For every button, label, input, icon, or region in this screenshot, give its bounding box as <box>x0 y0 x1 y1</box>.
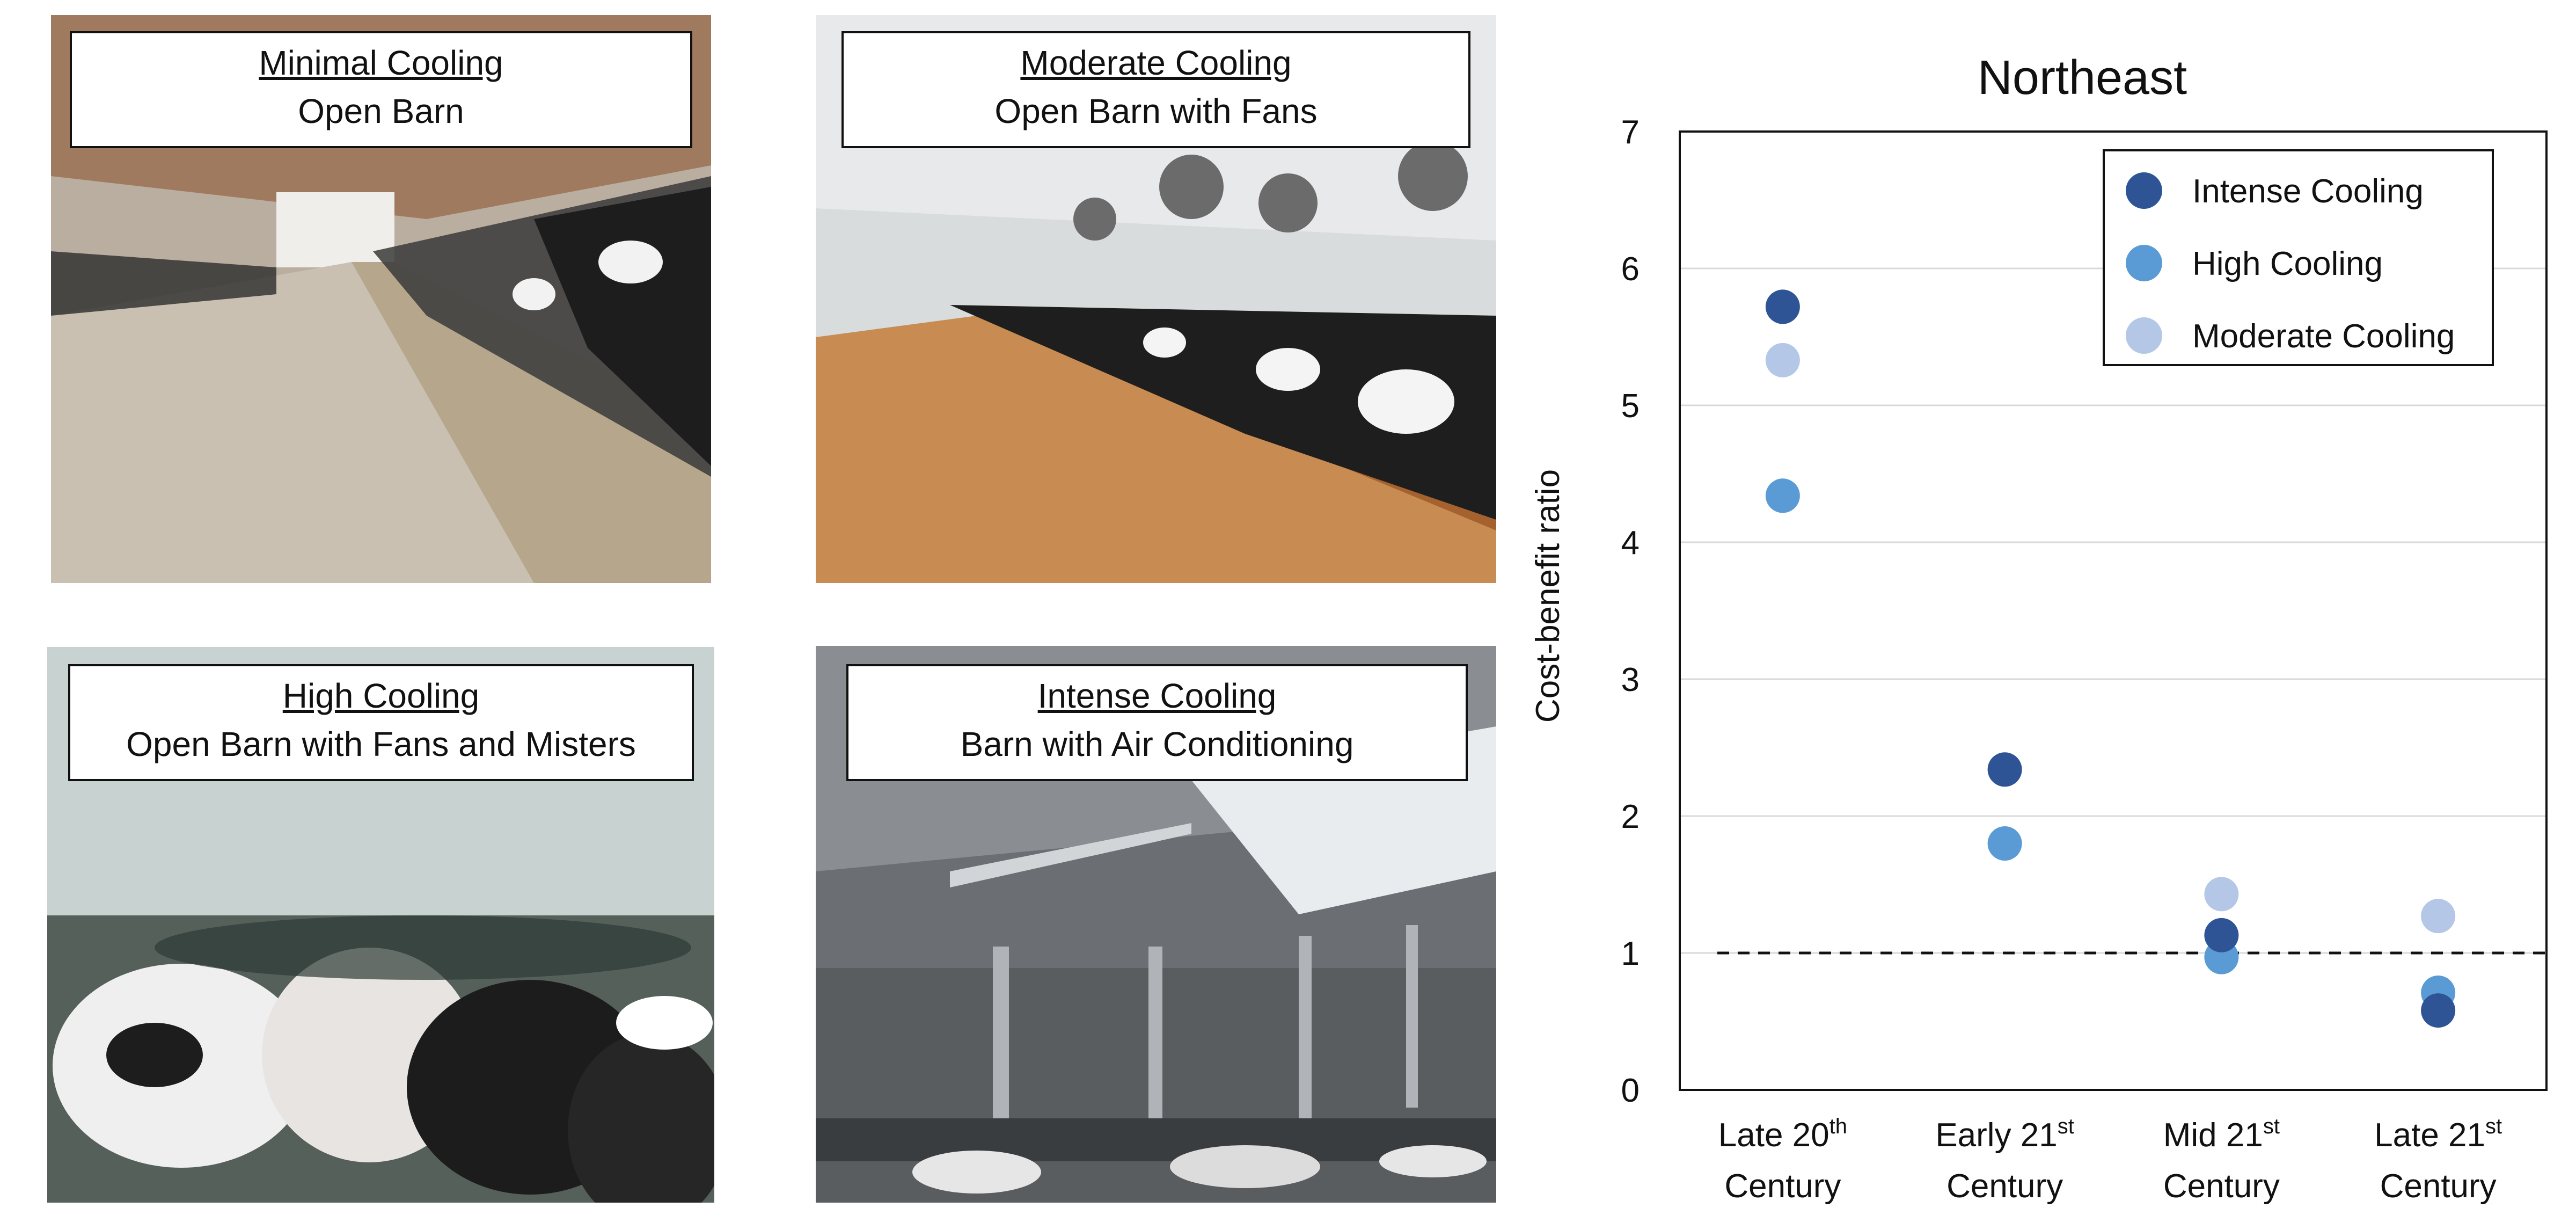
chart-canvas: Northeast Cost-benefit ratio 0 1 2 3 4 5 6 7 La… <box>1529 51 2548 1205</box>
x-tick-label-superscript: st <box>2263 1115 2280 1138</box>
x-tick-label-line2: Century <box>2163 1168 2280 1205</box>
data-point <box>1987 752 2022 787</box>
legend: Intense Cooling High Cooling Moderate Cool… <box>2103 149 2494 366</box>
caption-high-cooling: High Cooling Open Barn with Fans and Mis… <box>68 664 694 781</box>
cost-benefit-chart: Northeast Cost-benefit ratio 0 1 2 3 4 5 6 7 La… <box>1492 38 2576 1208</box>
y-tick-labels: 0 1 2 3 4 5 6 7 <box>1621 114 1640 1109</box>
x-tick-label-main: Early 21 <box>1935 1117 2057 1154</box>
chart-title: Northeast <box>1978 51 2187 105</box>
data-point <box>1987 826 2022 861</box>
x-tick-label-line2: Century <box>2380 1168 2497 1205</box>
caption-title: Moderate Cooling <box>1020 43 1292 82</box>
y-tick-label: 3 <box>1621 661 1640 698</box>
y-axis-label: Cost-benefit ratio <box>1529 469 1567 723</box>
caption-subtitle: Open Barn with Fans <box>994 92 1318 130</box>
caption-title: Intense Cooling <box>1037 676 1277 715</box>
x-tick-label: Mid 21st <box>2163 1115 2280 1154</box>
y-tick-label: 7 <box>1621 114 1640 151</box>
y-tick-label: 0 <box>1621 1072 1640 1109</box>
y-tick-label: 5 <box>1621 388 1640 425</box>
x-tick-label-superscript: th <box>1829 1115 1847 1138</box>
x-tick-label-main: Mid 21 <box>2163 1117 2263 1154</box>
caption-minimal-cooling: Minimal Cooling Open Barn <box>70 31 692 148</box>
legend-label: Moderate Cooling <box>2192 318 2455 355</box>
data-point <box>2421 899 2456 934</box>
x-tick-label-line2: Century <box>1724 1168 1841 1205</box>
y-tick-label: 1 <box>1621 935 1640 972</box>
caption-title: Minimal Cooling <box>259 43 503 82</box>
data-point <box>1765 343 1800 377</box>
data-point <box>2421 993 2456 1028</box>
caption-intense-cooling: Intense Cooling Barn with Air Conditioni… <box>846 664 1468 781</box>
caption-title: High Cooling <box>282 676 480 715</box>
gridlines <box>1680 267 2546 954</box>
y-tick-label: 6 <box>1621 251 1640 288</box>
data-point <box>1765 289 1800 324</box>
x-tick-label-superscript: st <box>2058 1115 2074 1138</box>
legend-label: High Cooling <box>2192 245 2383 282</box>
legend-label: Intense Cooling <box>2192 173 2424 210</box>
y-tick-label: 2 <box>1621 798 1640 835</box>
x-tick-label: Late 20th <box>1718 1115 1847 1154</box>
y-tick-label: 4 <box>1621 525 1640 562</box>
caption-moderate-cooling: Moderate Cooling Open Barn with Fans <box>841 31 1470 148</box>
caption-subtitle: Open Barn <box>298 92 464 130</box>
legend-marker <box>2126 317 2162 354</box>
x-tick-label-line2: Century <box>1946 1168 2063 1205</box>
x-tick-label: Late 21st <box>2374 1115 2502 1154</box>
data-point <box>2204 877 2239 912</box>
legend-box <box>2103 149 2494 366</box>
legend-marker <box>2126 245 2162 281</box>
x-tick-label-superscript: st <box>2485 1115 2502 1138</box>
x-tick-label: Early 21st <box>1935 1115 2074 1154</box>
plot-frame <box>1679 130 2548 1091</box>
data-points <box>1765 289 2456 1028</box>
data-point <box>2204 918 2239 952</box>
x-tick-label-main: Late 20 <box>1718 1117 1829 1154</box>
data-point <box>1765 478 1800 513</box>
caption-subtitle: Open Barn with Fans and Misters <box>126 725 636 763</box>
legend-marker <box>2126 172 2162 209</box>
caption-subtitle: Barn with Air Conditioning <box>960 725 1354 763</box>
x-tick-label-main: Late 21 <box>2374 1117 2485 1154</box>
